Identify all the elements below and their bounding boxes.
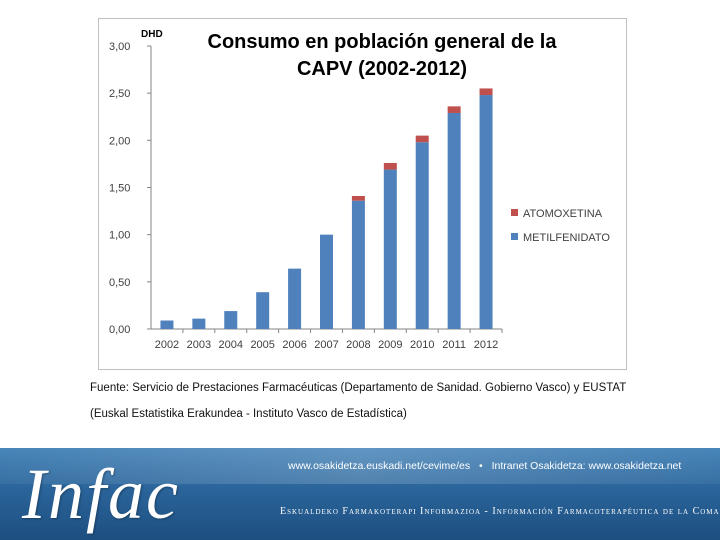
bar-metilfenidato-2008 — [351, 200, 365, 329]
chart-container: 0,00 0,50 1,00 1,50 2,00 2,50 3,00 DHD Consumo e… — [98, 18, 627, 370]
bar-atomoxetina-2010 — [415, 135, 429, 143]
legend-label-metilfenidato: METILFENIDATO — [523, 232, 610, 244]
y-tick-label: 1,50 — [109, 183, 130, 195]
x-tick-label: 2002 — [155, 339, 179, 351]
bar-atomoxetina-2009 — [383, 162, 397, 170]
x-tick-label: 2008 — [346, 339, 370, 351]
x-tick-label: 2010 — [410, 339, 434, 351]
chart-title-line: CAPV (2002-2012) — [297, 58, 467, 80]
x-tick-label: 2004 — [219, 339, 243, 351]
source-line-2: (Euskal Estatistika Erakundea - Institut… — [90, 408, 407, 420]
y-tick-label: 3,00 — [109, 41, 130, 53]
legend-swatch-atomoxetina — [511, 209, 518, 216]
chart-title-line: Consumo en población general de la — [208, 31, 558, 53]
bar-metilfenidato-2007 — [320, 234, 333, 329]
bar-metilfenidato-2003 — [192, 318, 206, 329]
y-tick-label: 2,50 — [109, 88, 130, 100]
y-unit-label: DHD — [141, 29, 163, 40]
bar-atomoxetina-2011 — [447, 106, 461, 113]
bar-metilfenidato-2010 — [415, 142, 429, 329]
legend-swatch-metilfenidato — [511, 233, 518, 240]
legend-label-atomoxetina: ATOMOXETINA — [523, 208, 603, 220]
infac-logo: Infac — [22, 454, 180, 534]
bar-metilfenidato-2012 — [479, 95, 493, 329]
x-tick-label: 2011 — [442, 339, 466, 351]
x-tick-label: 2003 — [187, 339, 211, 351]
bar-metilfenidato-2005 — [256, 292, 270, 329]
footer-link-cevime[interactable]: www.osakidetza.euskadi.net/cevime/es — [288, 460, 471, 472]
x-tick-label: 2005 — [250, 339, 274, 351]
footer-sheen — [0, 448, 720, 484]
y-tick-label: 2,00 — [109, 135, 130, 147]
x-tick-label: 2009 — [378, 339, 402, 351]
footer-banner: Infac www.osakidetza.euskadi.net/cevime/… — [0, 448, 720, 540]
y-tick-label: 0,50 — [109, 277, 130, 289]
footer-links: www.osakidetza.euskadi.net/cevime/es • I… — [288, 460, 681, 472]
footer-link-intranet[interactable]: Intranet Osakidetza: www.osakidetza.net — [491, 460, 682, 472]
bar-metilfenidato-2009 — [383, 169, 397, 329]
bar-metilfenidato-2011 — [447, 112, 461, 329]
bar-atomoxetina-2012 — [479, 88, 493, 96]
bar-metilfenidato-2006 — [288, 268, 302, 329]
source-line-1: Fuente: Servicio de Prestaciones Farmacé… — [90, 382, 627, 394]
y-tick-label: 0,00 — [109, 324, 130, 336]
y-tick-label: 1,00 — [109, 230, 130, 242]
footer-separator: • — [479, 460, 483, 472]
bar-metilfenidato-2004 — [224, 311, 238, 329]
footer-tagline: Eskualdeko Farmakoterapi Informazioa - I… — [280, 506, 720, 517]
bar-metilfenidato-2002 — [160, 320, 174, 329]
x-tick-label: 2006 — [282, 339, 306, 351]
chart: 0,00 0,50 1,00 1,50 2,00 2,50 3,00 DHD Consumo e… — [109, 29, 610, 351]
x-tick-label: 2007 — [314, 339, 338, 351]
bar-atomoxetina-2008 — [351, 195, 365, 201]
x-tick-label: 2012 — [474, 339, 498, 351]
